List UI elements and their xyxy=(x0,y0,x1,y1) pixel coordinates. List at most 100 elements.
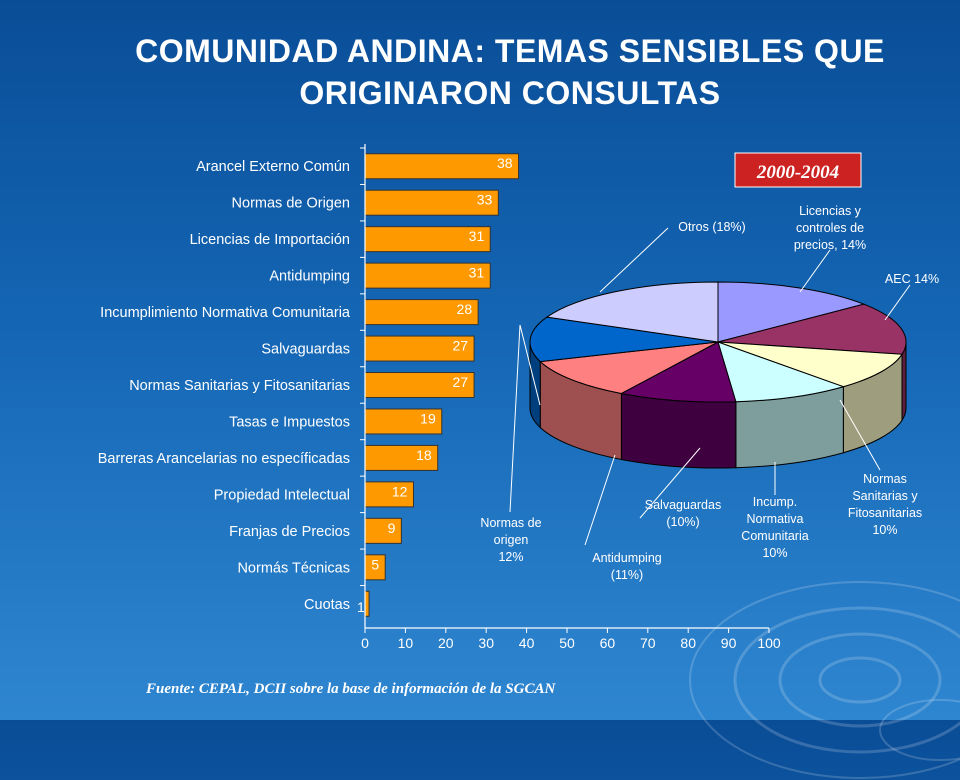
pie-slice-label: Salvaguardas (10%) xyxy=(645,498,721,529)
pie-slice-label-line: 12% xyxy=(498,550,523,564)
pie-slice-label-line: Sanitarias y xyxy=(852,489,918,503)
page-title: COMUNIDAD ANDINA: TEMAS SENSIBLES QUE OR… xyxy=(60,30,960,114)
bar xyxy=(364,189,499,216)
data-label: 31 xyxy=(469,265,485,281)
pie-leader-line xyxy=(839,399,881,471)
x-tick-label: 90 xyxy=(721,635,737,651)
pie-slice xyxy=(529,316,719,363)
pie-slice-label-line: Normas xyxy=(863,472,907,486)
category-label: Propiedad Intelectual xyxy=(214,487,350,503)
x-tick-label: 0 xyxy=(361,635,369,651)
x-tick-label: 10 xyxy=(398,635,414,651)
bar xyxy=(364,590,370,617)
bar xyxy=(364,444,439,471)
title-line-1: COMUNIDAD ANDINA: TEMAS SENSIBLES QUE xyxy=(135,33,885,69)
bar-chart: Arancel Externo Común 38 Normas de Origen 3… xyxy=(98,144,781,651)
pie-slice-label: Otros (18%) xyxy=(678,220,745,234)
pie-slice-label-line: 10% xyxy=(762,546,787,560)
category-label: Normás Técnicas xyxy=(237,560,350,576)
category-label: Normas de Origen xyxy=(232,196,350,212)
pie-leader-line xyxy=(599,227,669,293)
charts-canvas: Arancel Externo Común 38 Normas de Origen 3… xyxy=(98,144,939,651)
pie-leader-line xyxy=(884,284,911,321)
pie-slice-label-line: 10% xyxy=(872,523,897,537)
x-tick-label: 70 xyxy=(640,635,656,651)
pie-chart: Licencias y controles de precios, 14% AEC 1… xyxy=(480,152,939,582)
data-label: 33 xyxy=(477,192,493,208)
pie-slice-label-line: (10%) xyxy=(666,515,699,529)
x-tick-label: 100 xyxy=(757,635,781,651)
pie-slice xyxy=(619,341,737,403)
pie-slice xyxy=(717,341,845,403)
pie-leader-line xyxy=(509,324,541,513)
category-label: Licencias de Importación xyxy=(190,232,350,248)
pie-leader-line xyxy=(799,249,831,293)
pie-slice-label-line: AEC 14% xyxy=(885,272,939,286)
x-tick-label: 20 xyxy=(438,635,454,651)
bar xyxy=(364,299,479,326)
data-label: 31 xyxy=(469,228,485,244)
x-tick-label: 80 xyxy=(680,635,696,651)
data-label: 9 xyxy=(388,520,396,536)
pie-slice xyxy=(539,341,719,395)
pie-slice-label: Incump. Normativa Comunitaria 10% xyxy=(741,495,808,560)
category-label: Normas Sanitarias y Fitosanitarias xyxy=(129,378,350,394)
period-badge-label: 2000-2004 xyxy=(756,162,839,183)
pie-slice-label-line: Incump. xyxy=(753,495,797,509)
pie-slice-label-line: controles de xyxy=(796,221,864,235)
pie-slice xyxy=(545,281,719,343)
x-tick-label: 50 xyxy=(559,635,575,651)
data-label: 18 xyxy=(416,447,432,463)
data-label: 5 xyxy=(371,556,379,572)
category-label: Cuotas xyxy=(304,597,350,613)
pie-slice-label-line: origen xyxy=(494,533,529,547)
pie-slice-side xyxy=(620,392,737,469)
data-label: 28 xyxy=(457,301,473,317)
bar xyxy=(364,408,443,435)
category-label: Tasas e Impuestos xyxy=(229,414,350,430)
pie-slice xyxy=(717,281,866,343)
pie-slice-label-line: Comunitaria xyxy=(741,529,808,543)
pie-slice-label-line: Licencias y xyxy=(799,204,862,218)
data-label: 27 xyxy=(453,374,469,390)
bar xyxy=(364,481,414,508)
data-label: 19 xyxy=(420,410,436,426)
pie-slice-label: Normas de origen 12% xyxy=(480,516,541,564)
category-label: Antidumping xyxy=(269,269,350,285)
pie-slice-label-line: Normativa xyxy=(747,512,804,526)
pie-slice-label-line: precios, 14% xyxy=(794,238,866,252)
data-label: 12 xyxy=(392,483,408,499)
bar xyxy=(364,517,402,544)
pie-slice-label-line: (11%) xyxy=(611,568,643,582)
data-label: 38 xyxy=(497,155,513,171)
pie-slice-label: Licencias y controles de precios, 14% xyxy=(794,204,866,252)
pie-slice-label: AEC 14% xyxy=(885,272,939,286)
pie-slice-label-line: Fitosanitarias xyxy=(848,506,922,520)
pie-leader-line xyxy=(584,454,616,546)
pie-slice-label-line: Otros (18%) xyxy=(678,220,745,234)
pie-slice-label-line: Salvaguardas xyxy=(645,498,721,512)
pie-slice xyxy=(717,303,907,355)
pie-slice-label-line: Normas de xyxy=(480,516,541,530)
category-label: Barreras Arancelarias no específicadas xyxy=(98,451,350,467)
data-label: 1 xyxy=(357,599,365,615)
category-label: Arancel Externo Común xyxy=(196,159,350,175)
x-tick-label: 30 xyxy=(478,635,494,651)
category-label: Franjas de Precios xyxy=(229,524,350,540)
title-line-2: ORIGINARON CONSULTAS xyxy=(299,75,721,111)
pie-slice-label-line: Antidumping xyxy=(592,551,662,565)
pie-slice-label: Antidumping (11%) xyxy=(592,551,662,582)
pie-slice xyxy=(717,341,903,388)
pie-leader-line xyxy=(639,447,701,519)
data-label: 27 xyxy=(453,338,469,354)
x-tick-label: 40 xyxy=(519,635,535,651)
source-note: Fuente: CEPAL, DCII sobre la base de inf… xyxy=(146,681,556,697)
period-badge xyxy=(734,152,862,188)
x-tick-label: 60 xyxy=(600,635,616,651)
bar xyxy=(364,372,475,398)
pie-slice-label: Normas Sanitarias y Fitosanitarias 10% xyxy=(848,472,922,537)
bar xyxy=(364,335,475,362)
bar xyxy=(364,153,520,180)
category-label: Incumplimiento Normativa Comunitaria xyxy=(100,305,351,321)
category-label: Salvaguardas xyxy=(261,342,350,358)
